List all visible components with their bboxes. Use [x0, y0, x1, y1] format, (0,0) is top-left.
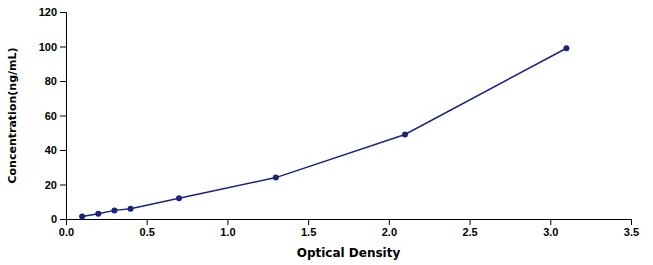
- tick: 1.5: [301, 219, 316, 238]
- tick-mark: [147, 219, 148, 225]
- tick: 2.0: [382, 219, 397, 238]
- tick-label: 1.5: [301, 226, 316, 238]
- tick: 60: [45, 110, 66, 122]
- axis-line: [67, 220, 632, 226]
- x-axis: 0.0 0.5 1.0 1.5 2.0 2.5 3.0 3.5: [59, 219, 639, 238]
- tick: 3.5: [624, 219, 639, 238]
- tick: 2.5: [462, 219, 477, 238]
- tick-mark: [60, 81, 66, 82]
- tick: 1.0: [220, 219, 235, 238]
- tick-label: 20: [45, 179, 57, 191]
- line: [82, 48, 566, 216]
- point: [176, 195, 182, 201]
- tick-label: 0: [51, 213, 57, 225]
- tick-label: 40: [45, 144, 57, 156]
- series: [79, 45, 569, 219]
- tick-label: 60: [45, 110, 57, 122]
- tick-mark: [550, 219, 551, 225]
- point: [79, 213, 85, 219]
- point: [563, 45, 569, 51]
- tick: 80: [45, 75, 66, 87]
- tick-mark: [308, 219, 309, 225]
- tick-label: 120: [39, 6, 57, 18]
- tick-mark: [227, 219, 228, 225]
- tick-label: 3.0: [543, 226, 558, 238]
- chart: 0.0 0.5 1.0 1.5 2.0 2.5 3.0 3.5 0 20 40 60 80 100 120 O…: [0, 0, 653, 265]
- tick-mark: [470, 219, 471, 225]
- tick: 0: [51, 213, 66, 225]
- tick-mark: [60, 12, 66, 13]
- tick: 20: [45, 179, 66, 191]
- tick-label: 0.0: [59, 226, 74, 238]
- y-axis: 0 20 40 60 80 100 120: [39, 6, 67, 225]
- tick-label: 2.0: [382, 226, 397, 238]
- tick-label: 100: [39, 41, 57, 53]
- tick-mark: [60, 185, 66, 186]
- tick-mark: [60, 47, 66, 48]
- point: [273, 175, 279, 181]
- axis-line: [60, 13, 67, 220]
- tick-mark: [60, 116, 66, 117]
- tick-label: 2.5: [462, 226, 477, 238]
- tick-mark: [631, 219, 632, 225]
- tick-label: 0.5: [140, 226, 155, 238]
- tick-mark: [389, 219, 390, 225]
- tick: 100: [39, 41, 66, 53]
- tick-label: 1.0: [220, 226, 235, 238]
- y-axis-title: Concentration(ng/mL): [6, 47, 19, 183]
- point: [402, 131, 408, 137]
- tick-label: 80: [45, 75, 57, 87]
- point: [128, 206, 134, 212]
- tick: 0.0: [59, 219, 74, 238]
- tick-label: 3.5: [624, 226, 639, 238]
- tick: 0.5: [140, 219, 155, 238]
- tick-mark: [60, 219, 66, 220]
- point: [111, 207, 117, 213]
- point: [95, 211, 101, 217]
- x-axis-title: Optical Density: [297, 246, 401, 260]
- tick-mark: [60, 150, 66, 151]
- plot: 0.0 0.5 1.0 1.5 2.0 2.5 3.0 3.5 0 20 40 60 80 100 120: [39, 6, 640, 238]
- tick: 120: [39, 6, 66, 18]
- tick: 40: [45, 144, 66, 156]
- tick: 3.0: [543, 219, 558, 238]
